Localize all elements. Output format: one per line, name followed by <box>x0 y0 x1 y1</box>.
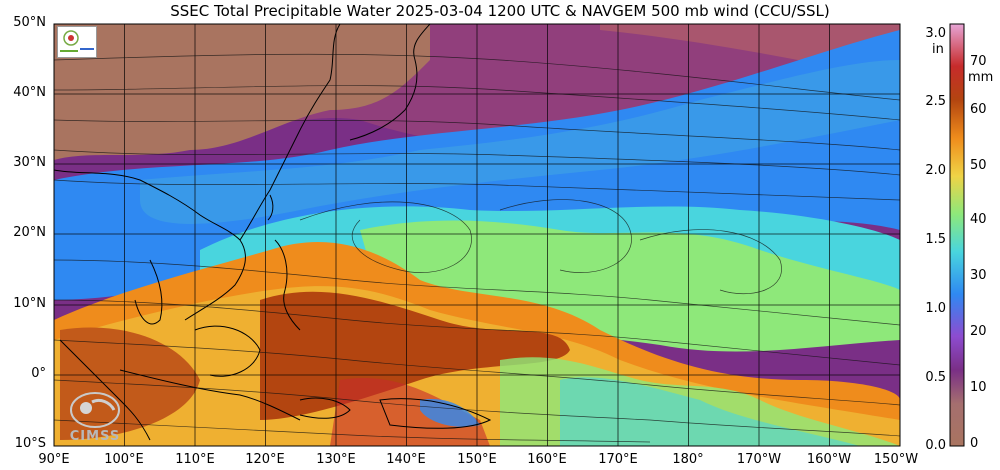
mm-tick-10: 10 <box>970 380 987 395</box>
lon-label-140e: 140°E <box>386 452 426 467</box>
mm-tick-70: 70 <box>970 54 987 69</box>
in-tick-2-0: 2.0 <box>925 163 946 178</box>
mm-tick-50: 50 <box>970 158 987 173</box>
in-tick-1-0: 1.0 <box>925 301 946 316</box>
graticule <box>54 24 900 446</box>
lon-label-180: 180° <box>672 452 704 467</box>
cimss-watermark: CIMSS <box>69 429 121 444</box>
lon-label-160e: 160°E <box>527 452 567 467</box>
lat-label-50n: 50°N <box>13 15 46 30</box>
mm-tick-30: 30 <box>970 268 987 283</box>
colorbar-unit-mm: mm <box>968 70 994 85</box>
in-tick-0-0: 0.0 <box>925 438 946 453</box>
lat-label-0: 0° <box>31 366 46 381</box>
lon-label-160w: 160°W <box>806 452 852 467</box>
lon-label-170w: 170°W <box>736 452 782 467</box>
lon-label-170e: 170°E <box>598 452 638 467</box>
in-tick-3-0: 3.0 <box>925 26 946 41</box>
lon-label-110e: 110°E <box>175 452 215 467</box>
cimss-logo: CIMSS <box>60 388 130 444</box>
coastlines <box>54 24 492 441</box>
lon-label-100e: 100°E <box>104 452 144 467</box>
colorbar <box>949 23 965 447</box>
lat-label-30n: 30°N <box>13 155 46 170</box>
in-tick-0-5: 0.5 <box>925 370 946 385</box>
lon-label-120e: 120°E <box>245 452 285 467</box>
lon-label-90e: 90°E <box>38 452 70 467</box>
lon-label-150e: 150°E <box>457 452 497 467</box>
mm-tick-20: 20 <box>970 324 987 339</box>
lon-label-150w: 150°W <box>873 452 919 467</box>
tropical-moisture-dark <box>260 291 570 420</box>
map-frame <box>53 23 901 447</box>
in-tick-1-5: 1.5 <box>925 232 946 247</box>
lat-label-10n: 10°N <box>13 296 46 311</box>
map-title: SSEC Total Precipitable Water 2025-03-04… <box>170 2 830 20</box>
lon-label-130e: 130°E <box>316 452 356 467</box>
in-tick-2-5: 2.5 <box>925 94 946 109</box>
mm-tick-60: 60 <box>970 102 987 117</box>
mm-tick-40: 40 <box>970 212 987 227</box>
mm-tick-0: 0 <box>970 436 979 451</box>
lat-label-20n: 20°N <box>13 225 46 240</box>
colorbar-unit-in: in <box>932 42 944 57</box>
lat-label-10s: 10°S <box>14 436 46 451</box>
ssec-logo <box>57 26 97 58</box>
lat-label-40n: 40°N <box>13 85 46 100</box>
